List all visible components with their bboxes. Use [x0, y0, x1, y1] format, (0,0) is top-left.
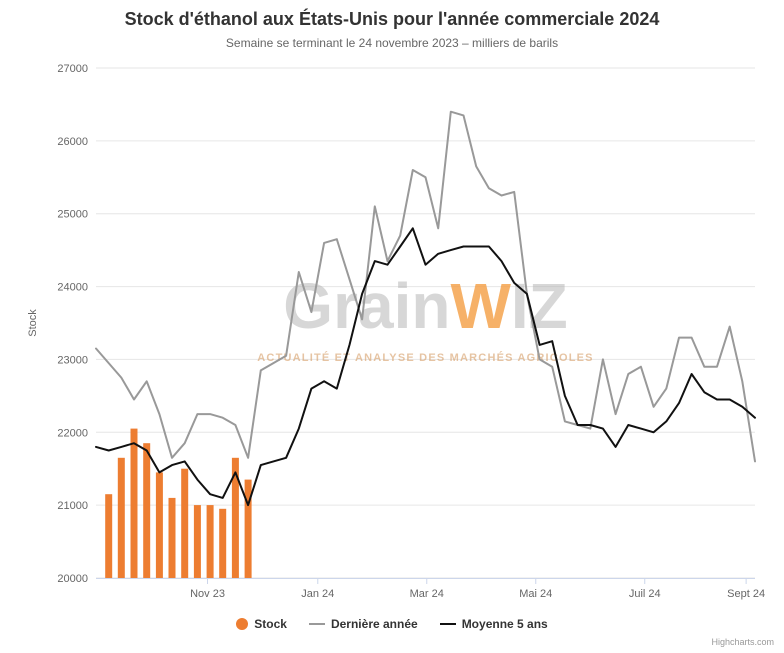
stock-bar[interactable]: [143, 443, 151, 578]
x-axis-label: Mai 24: [519, 588, 552, 600]
y-axis-label: 23000: [57, 354, 88, 366]
stock-bar[interactable]: [244, 479, 252, 578]
chart-subtitle: Semaine se terminant le 24 novembre 2023…: [225, 36, 559, 50]
x-axis-label: Juil 24: [629, 588, 661, 600]
five-year-avg-legend-label: Moyenne 5 ans: [461, 617, 548, 631]
last-year-legend-label: Dernière année: [330, 617, 418, 631]
stock-bar[interactable]: [155, 472, 163, 578]
x-axis-label: Jan 24: [301, 588, 334, 600]
legend-item-stock[interactable]: Stock: [236, 617, 287, 631]
five-year-avg-line[interactable]: [95, 227, 756, 507]
last-year-line[interactable]: [95, 110, 756, 463]
legend-item-moyenne-5-ans[interactable]: Moyenne 5 ans: [439, 617, 548, 631]
stock-bar[interactable]: [193, 505, 201, 578]
y-axis-title: Stock: [27, 309, 39, 337]
y-axis-label: 20000: [57, 573, 88, 585]
chart-title: Stock d'éthanol aux États-Unis pour l'an…: [124, 9, 660, 29]
stock-bar[interactable]: [219, 508, 227, 578]
stock-bar[interactable]: [231, 457, 239, 578]
x-axis-label: Nov 23: [190, 588, 225, 600]
watermark-tagline: ACTUALITÉ ET ANALYSE DES MARCHÉS AGRICOL…: [257, 351, 593, 364]
stock-bar[interactable]: [181, 468, 189, 578]
y-axis-label: 26000: [57, 136, 88, 148]
legend-item-derniere-annee[interactable]: Dernière année: [308, 617, 418, 631]
x-axis-label: Mar 24: [410, 588, 444, 600]
legend: Stock Dernière année Moyenne 5 ans: [0, 617, 784, 631]
highcharts-credits[interactable]: Highcharts.com: [711, 637, 774, 647]
stock-legend-marker: [236, 618, 249, 630]
last-year-legend-marker: [308, 623, 325, 625]
y-axis-label: 27000: [57, 63, 88, 75]
stock-bar[interactable]: [105, 494, 113, 578]
stock-bar[interactable]: [130, 428, 138, 578]
y-axis-label: 25000: [57, 209, 88, 221]
stock-bar[interactable]: [206, 505, 214, 578]
y-axis-label: 22000: [57, 427, 88, 439]
five-year-avg-legend-marker: [439, 623, 456, 625]
x-axis-label: Sept 24: [727, 588, 765, 600]
stock-bar[interactable]: [168, 497, 176, 578]
y-axis-label: 21000: [57, 500, 88, 512]
stock-bar[interactable]: [117, 457, 125, 578]
stock-legend-label: Stock: [254, 617, 287, 631]
y-axis-label: 24000: [57, 282, 88, 294]
